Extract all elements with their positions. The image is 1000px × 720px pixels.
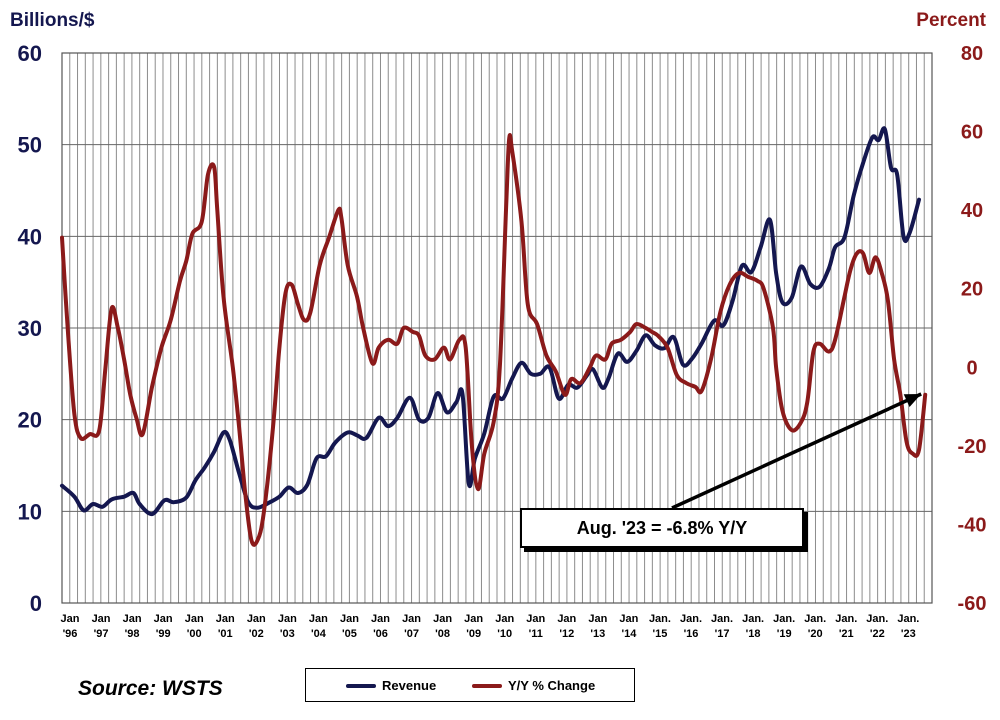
- right-tick-label: 80: [961, 43, 983, 65]
- x-tick-label-month: Jan: [619, 613, 638, 625]
- x-tick-label-year: '99: [156, 628, 171, 640]
- x-tick-label-year: '11: [529, 628, 543, 640]
- x-tick-label-year: '01: [218, 628, 233, 640]
- annotation-arrow-head: [903, 394, 922, 408]
- x-tick-label-year: '12: [559, 628, 574, 640]
- x-tick-label-month: Jan: [371, 613, 390, 625]
- x-tick-label-year: '22: [870, 628, 885, 640]
- x-tick-label-month: Jan.: [804, 613, 826, 625]
- series-lines: [60, 126, 928, 547]
- x-tick-label-month: Jan.: [742, 613, 764, 625]
- x-tick-label-year: '20: [808, 628, 823, 640]
- x-tick-label-year: '06: [373, 628, 388, 640]
- x-tick-label-year: '14: [621, 628, 637, 640]
- x-tick-label-year: '96: [63, 628, 78, 640]
- legend-item-yy-change: Y/Y % Change: [472, 678, 595, 693]
- x-tick-label-year: '02: [249, 628, 264, 640]
- x-tick-label-month: Jan: [495, 613, 514, 625]
- right-tick-label: 40: [961, 200, 983, 222]
- x-tick-label-month: Jan: [557, 613, 576, 625]
- legend-item-revenue: Revenue: [346, 678, 436, 693]
- x-tick-label-year: '09: [466, 628, 481, 640]
- x-tick-label-month: Jan: [402, 613, 421, 625]
- x-tick-label-month: Jan: [123, 613, 142, 625]
- x-tick-label-month: Jan.: [680, 613, 702, 625]
- yy-change-line: [60, 133, 928, 547]
- legend-swatch-yy-change: [472, 683, 502, 688]
- x-tick-label-year: '05: [342, 628, 357, 640]
- x-tick-label-year: '97: [94, 628, 109, 640]
- annotation-arrow: [671, 392, 922, 510]
- legend-label-yy-change: Y/Y % Change: [508, 678, 596, 693]
- revenue-line: [60, 126, 921, 517]
- x-tick-label-month: Jan: [464, 613, 483, 625]
- source-note: Source: WSTS: [78, 677, 223, 700]
- x-tick-label-month: Jan: [216, 613, 235, 625]
- annotation-arrow-line: [671, 392, 922, 510]
- left-tick-label: 10: [18, 499, 42, 524]
- left-tick-label: 0: [30, 591, 42, 616]
- left-tick-label: 50: [18, 133, 42, 158]
- right-tick-label: -40: [958, 514, 987, 536]
- x-tick-label-year: '16: [684, 628, 699, 640]
- x-tick-label-month: Jan: [247, 613, 266, 625]
- plot-frame: [61, 52, 933, 604]
- right-tick-label: 20: [961, 279, 983, 301]
- legend-label-revenue: Revenue: [382, 678, 437, 693]
- left-tick-label: 20: [18, 408, 42, 433]
- x-tick-label-year: '04: [311, 628, 327, 640]
- x-tick-label-year: '21: [839, 628, 854, 640]
- x-tick-label-month: Jan: [154, 613, 173, 625]
- x-tick-label-month: Jan.: [649, 613, 671, 625]
- right-tick-label: -60: [958, 593, 987, 615]
- x-tick-label-month: Jan: [340, 613, 359, 625]
- x-tick-label-year: '00: [187, 628, 202, 640]
- x-tick-label-month: Jan: [185, 613, 204, 625]
- legend: Revenue Y/Y % Change: [305, 668, 635, 702]
- x-tick-label-month: Jan.: [897, 613, 919, 625]
- x-tick-label-month: Jan.: [835, 613, 857, 625]
- left-axis-title: Billions/$: [10, 10, 95, 31]
- x-tick-label-year: '23: [901, 628, 916, 640]
- left-tick-label: 60: [18, 41, 42, 66]
- right-tick-label: 0: [966, 357, 977, 379]
- x-tick-label-year: '15: [653, 628, 668, 640]
- right-tick-label: 60: [961, 122, 983, 144]
- right-tick-label: -20: [958, 436, 987, 458]
- x-tick-label-month: Jan: [588, 613, 607, 625]
- x-tick-label-year: '18: [746, 628, 761, 640]
- x-tick-label-month: Jan: [309, 613, 328, 625]
- x-tick-label-year: '03: [280, 628, 295, 640]
- right-axis-title: Percent: [916, 10, 986, 31]
- left-tick-label: 30: [18, 316, 42, 341]
- x-tick-label-year: '17: [715, 628, 730, 640]
- x-tick-label-year: '10: [497, 628, 512, 640]
- x-tick-label-year: '08: [435, 628, 450, 640]
- x-tick-label-month: Jan.: [866, 613, 888, 625]
- x-tick-label-month: Jan: [433, 613, 452, 625]
- x-tick-label-month: Jan.: [711, 613, 733, 625]
- annotation-callout: Aug. '23 = -6.8% Y/Y: [520, 508, 804, 548]
- annotation-text: Aug. '23 = -6.8% Y/Y: [576, 517, 748, 538]
- x-tick-label-month: Jan: [61, 613, 80, 625]
- left-tick-label: 40: [18, 224, 42, 249]
- x-tick-label-month: Jan: [526, 613, 545, 625]
- axes: 0 10 20 30 40 50 60 -60 -40 -20 0 20 40 60 80 Jan '96 Jan…: [18, 41, 987, 640]
- x-tick-label-year: '19: [777, 628, 792, 640]
- x-tick-label-month: Jan: [92, 613, 111, 625]
- x-tick-label-year: '07: [404, 628, 419, 640]
- x-tick-label-year: '13: [590, 628, 605, 640]
- x-tick-label-month: Jan.: [773, 613, 795, 625]
- x-tick-label-month: Jan: [278, 613, 297, 625]
- x-tick-label-year: '98: [125, 628, 140, 640]
- legend-swatch-revenue: [346, 683, 376, 688]
